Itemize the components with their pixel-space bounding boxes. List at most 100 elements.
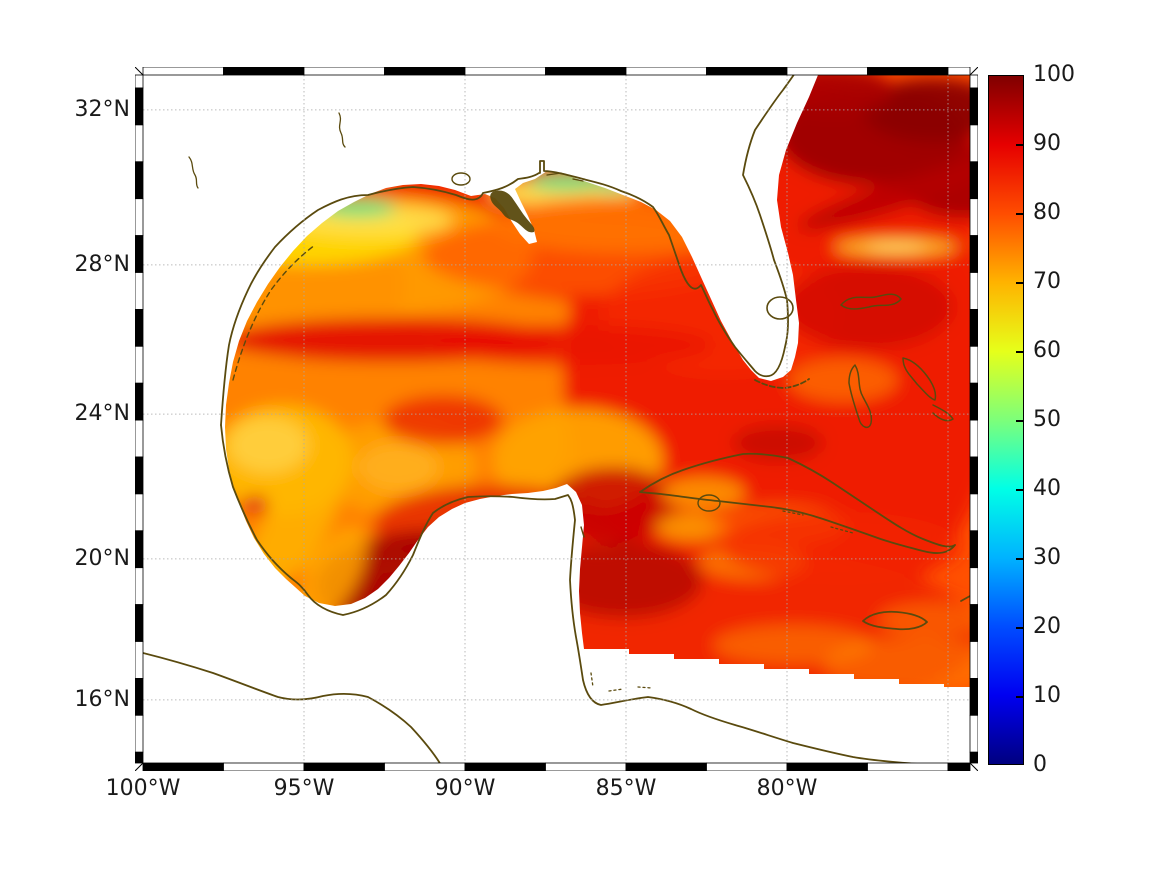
- lake-okeechobee: [766, 296, 794, 320]
- frame-segment: [969, 530, 978, 569]
- frame-segment: [135, 198, 144, 236]
- frame-corner-miter: [969, 762, 978, 771]
- frame-segment: [706, 762, 788, 771]
- colorbar-label-50: 50: [1033, 407, 1061, 432]
- colorbar-label-40: 40: [1033, 476, 1061, 501]
- coastlines: [143, 75, 970, 763]
- frame-segment: [135, 272, 144, 310]
- mississippi-delta: [490, 190, 535, 233]
- ytick-label-28°N: 28°N: [74, 251, 130, 277]
- frame-segment: [464, 762, 546, 771]
- frame-segment: [135, 345, 144, 384]
- frame-segment: [969, 382, 978, 421]
- frame-segment: [786, 762, 868, 771]
- frame-segment: [142, 762, 224, 771]
- frame-segment: [969, 198, 978, 236]
- florida-keys: [754, 378, 810, 389]
- frame-segment: [545, 762, 627, 771]
- coast-jamaica: [862, 610, 928, 631]
- colorbar-tick-40: [1016, 489, 1023, 491]
- frame-segment: [969, 567, 978, 606]
- frame-segment: [969, 345, 978, 384]
- frame-segment: [135, 235, 144, 273]
- map-plot: [135, 67, 978, 771]
- frame-segment: [464, 67, 546, 76]
- river-squiggle-2: [188, 156, 199, 189]
- frame-segment: [867, 67, 949, 76]
- frame-segment: [135, 678, 144, 716]
- frame-segment: [303, 762, 385, 771]
- frame-segment: [969, 751, 978, 764]
- colorbar-tick-60: [1016, 351, 1023, 353]
- frame-segment: [135, 161, 144, 200]
- ytick-label-32°N: 32°N: [74, 96, 130, 122]
- frame-segment: [384, 762, 466, 771]
- colorbar-label-80: 80: [1033, 200, 1061, 225]
- frame-segment: [969, 272, 978, 310]
- xtick-label-90°W: 90°W: [434, 776, 496, 801]
- isla-juventud: [697, 494, 721, 512]
- frame-segment: [135, 456, 144, 495]
- colorbar-tick-80: [1016, 213, 1023, 215]
- river-squiggle-1: [338, 112, 346, 148]
- colorbar-label-10: 10: [1033, 683, 1061, 708]
- frame-segment: [135, 74, 144, 89]
- frame-corner-miter: [135, 762, 144, 771]
- frame-segment: [135, 124, 144, 163]
- frame-segment: [135, 493, 144, 532]
- frame-segment: [135, 530, 144, 569]
- frame-segment: [142, 67, 224, 76]
- frame-segment: [625, 67, 707, 76]
- heatmap-field: [143, 75, 970, 763]
- frame-corner-miter: [135, 67, 144, 76]
- xtick-label-100°W: 100°W: [105, 776, 181, 801]
- bahamas-small: [932, 404, 954, 422]
- frame-segment: [135, 567, 144, 606]
- colorbar-label-90: 90: [1033, 131, 1061, 156]
- frame-segment: [969, 124, 978, 163]
- frame-segment: [969, 604, 978, 642]
- colorbar-tick-10: [1016, 696, 1023, 698]
- frame-segment: [969, 87, 978, 126]
- xtick-label-85°W: 85°W: [595, 776, 657, 801]
- xtick-label-80°W: 80°W: [756, 776, 818, 801]
- coast-mainland: [220, 424, 918, 763]
- lake-pontchartrain: [451, 172, 471, 186]
- frame-segment: [135, 308, 144, 347]
- frame-segment: [947, 762, 971, 771]
- map-frame: [135, 67, 978, 771]
- colorbar-tick-20: [1016, 627, 1023, 629]
- colorbar-label-20: 20: [1033, 614, 1061, 639]
- frame-segment: [969, 456, 978, 495]
- colorbar-tick-70: [1016, 282, 1023, 284]
- colorbar-label-100: 100: [1033, 62, 1075, 87]
- belize-cays: [590, 672, 653, 692]
- frame-segment: [969, 161, 978, 200]
- colorbar-label-70: 70: [1033, 269, 1061, 294]
- frame-segment: [135, 604, 144, 642]
- frame-segment: [969, 235, 978, 273]
- frame-segment: [969, 678, 978, 716]
- colorbar-label-60: 60: [1033, 338, 1061, 363]
- coast-texas-to-florida: [220, 75, 795, 426]
- cozumel-island: [580, 526, 585, 538]
- colorbar-tick-90: [1016, 144, 1023, 146]
- bahamas-eleuthera: [902, 357, 937, 401]
- coast-hispaniola-tip: [960, 595, 970, 602]
- ytick-label-16°N: 16°N: [74, 686, 130, 712]
- frame-segment: [303, 67, 385, 76]
- frame-segment: [223, 67, 305, 76]
- frame-segment: [135, 87, 144, 126]
- frame-segment: [625, 762, 707, 771]
- frame-segment: [135, 641, 144, 679]
- frame-segment: [545, 67, 627, 76]
- frame-segment: [135, 714, 144, 753]
- colorbar-tick-30: [1016, 558, 1023, 560]
- ytick-label-20°N: 20°N: [74, 545, 130, 571]
- frame-corner-miter: [969, 67, 978, 76]
- xtick-label-95°W: 95°W: [273, 776, 335, 801]
- coast-cuba: [639, 452, 956, 554]
- coast-detail-mobile: [546, 172, 584, 182]
- frame-segment: [223, 762, 305, 771]
